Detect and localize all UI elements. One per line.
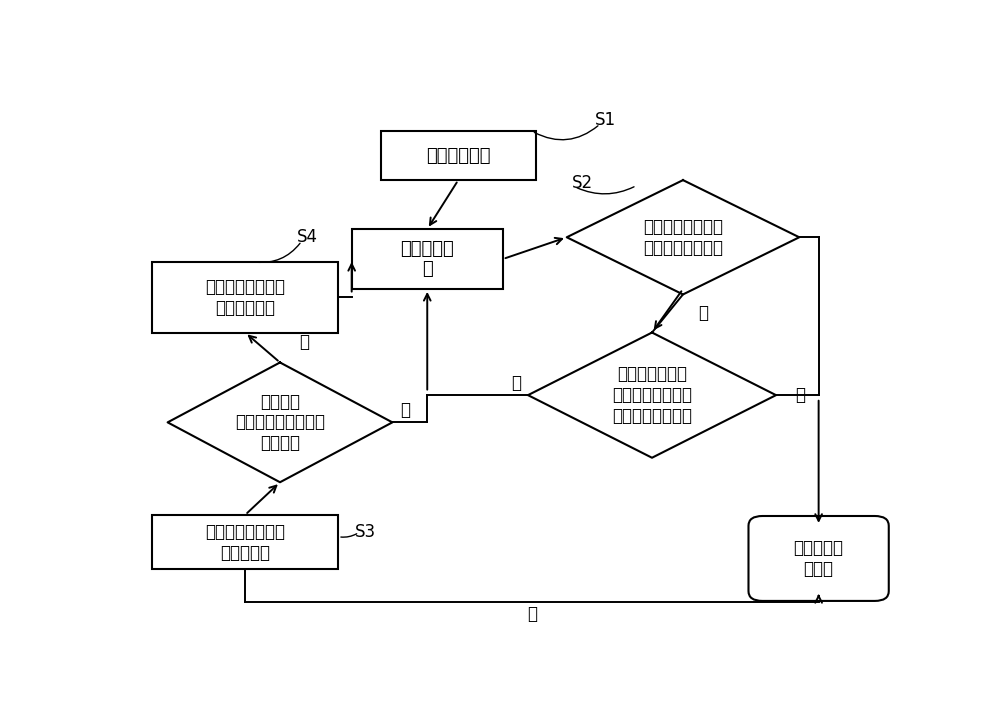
Text: S4: S4 [297, 228, 318, 246]
Text: 临时隔离复位失败
的处理器核: 临时隔离复位失败 的处理器核 [205, 522, 285, 561]
Text: 否: 否 [698, 305, 708, 322]
Text: 是: 是 [527, 605, 537, 623]
Text: S3: S3 [355, 523, 376, 542]
Text: 是: 是 [299, 333, 309, 351]
FancyBboxPatch shape [748, 516, 889, 601]
Text: 否: 否 [400, 402, 410, 419]
Text: 处理器核
连续被隔离次数超出
预定标准: 处理器核 连续被隔离次数超出 预定标准 [235, 392, 325, 452]
Text: 处理器核复
位结束: 处理器核复 位结束 [794, 539, 844, 578]
Text: 是否已对所述多
个处理器核执行了
预定次数复位操作: 是否已对所述多 个处理器核执行了 预定次数复位操作 [612, 366, 692, 425]
Text: 是: 是 [795, 386, 805, 404]
FancyBboxPatch shape [381, 131, 536, 180]
FancyBboxPatch shape [152, 515, 338, 569]
Text: 在复位信息中屏蔽
所述处理器核: 在复位信息中屏蔽 所述处理器核 [205, 278, 285, 317]
Text: S2: S2 [572, 174, 593, 192]
FancyBboxPatch shape [152, 262, 338, 332]
FancyBboxPatch shape [352, 229, 503, 289]
Text: 执行复位操
作: 执行复位操 作 [400, 240, 454, 279]
Text: 所述多个处理器核
是否全部复位成功: 所述多个处理器核 是否全部复位成功 [643, 218, 723, 257]
Text: 否: 否 [511, 374, 521, 392]
Text: 读取复位信息: 读取复位信息 [426, 146, 490, 165]
Text: S1: S1 [595, 111, 616, 129]
